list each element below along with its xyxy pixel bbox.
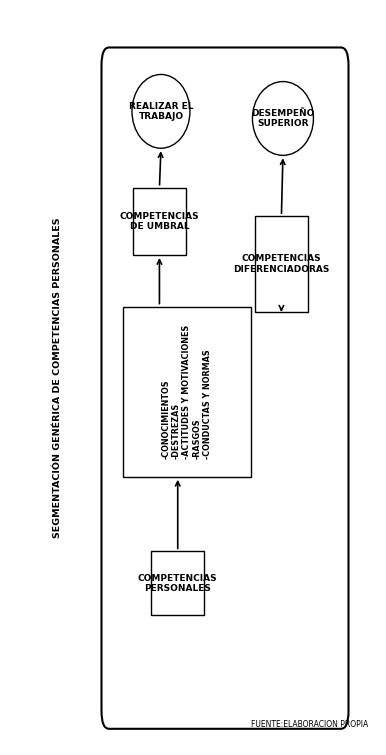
Text: REALIZAR EL
TRABAJO: REALIZAR EL TRABAJO xyxy=(129,102,193,121)
FancyBboxPatch shape xyxy=(151,551,205,615)
Ellipse shape xyxy=(132,75,190,148)
Text: FUENTE:ELABORACION PROPIA: FUENTE:ELABORACION PROPIA xyxy=(251,720,368,729)
Text: COMPETENCIAS
DIFERENCIADORAS: COMPETENCIAS DIFERENCIADORAS xyxy=(233,254,330,273)
Text: SEGMENTACIÓN GENÉRICA DE COMPETENCIAS PERSONALES: SEGMENTACIÓN GENÉRICA DE COMPETENCIAS PE… xyxy=(53,217,62,538)
FancyBboxPatch shape xyxy=(102,48,349,729)
Text: DESEMPEÑO
SUPERIOR: DESEMPEÑO SUPERIOR xyxy=(251,109,315,128)
FancyBboxPatch shape xyxy=(133,188,186,255)
FancyBboxPatch shape xyxy=(255,216,308,312)
Text: COMPETENCIAS
PERSONALES: COMPETENCIAS PERSONALES xyxy=(138,574,218,593)
Text: -CONOCIMIENTOS
-DESTREZAS
-ACTITUDES Y MOTIVACIONES
-RASGOS
-CONDUCTAS Y NORMAS: -CONOCIMIENTOS -DESTREZAS -ACTITUDES Y M… xyxy=(162,325,212,459)
Ellipse shape xyxy=(252,82,313,156)
FancyBboxPatch shape xyxy=(123,307,251,477)
Text: COMPETENCIAS
DE UMBRAL: COMPETENCIAS DE UMBRAL xyxy=(120,211,199,231)
